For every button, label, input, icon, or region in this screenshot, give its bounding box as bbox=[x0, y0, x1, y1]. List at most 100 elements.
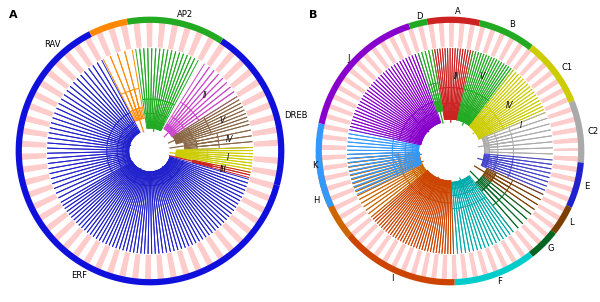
Polygon shape bbox=[473, 251, 484, 278]
Polygon shape bbox=[553, 157, 580, 164]
Polygon shape bbox=[554, 153, 580, 159]
Polygon shape bbox=[454, 21, 460, 47]
Polygon shape bbox=[173, 24, 185, 51]
Text: I: I bbox=[226, 153, 229, 162]
Polygon shape bbox=[554, 151, 580, 156]
Polygon shape bbox=[553, 155, 580, 162]
Polygon shape bbox=[533, 74, 557, 93]
Polygon shape bbox=[491, 31, 505, 57]
Polygon shape bbox=[156, 254, 164, 281]
Polygon shape bbox=[215, 50, 236, 73]
Polygon shape bbox=[528, 66, 551, 86]
Polygon shape bbox=[331, 191, 356, 207]
Polygon shape bbox=[370, 46, 389, 69]
Polygon shape bbox=[552, 165, 578, 174]
Polygon shape bbox=[362, 52, 383, 75]
Polygon shape bbox=[20, 147, 46, 154]
Polygon shape bbox=[549, 111, 575, 123]
Polygon shape bbox=[482, 28, 496, 54]
Polygon shape bbox=[133, 22, 142, 48]
Polygon shape bbox=[206, 42, 226, 67]
Text: V: V bbox=[219, 116, 224, 125]
Polygon shape bbox=[251, 120, 277, 131]
Polygon shape bbox=[101, 28, 116, 55]
Polygon shape bbox=[346, 214, 370, 233]
Text: IV: IV bbox=[226, 135, 234, 144]
Polygon shape bbox=[254, 146, 280, 152]
Polygon shape bbox=[177, 250, 190, 276]
Polygon shape bbox=[320, 150, 346, 155]
Polygon shape bbox=[374, 43, 393, 66]
Polygon shape bbox=[201, 239, 220, 264]
Polygon shape bbox=[553, 137, 580, 144]
Text: A: A bbox=[455, 7, 461, 16]
Polygon shape bbox=[464, 253, 473, 280]
Polygon shape bbox=[418, 24, 428, 50]
Polygon shape bbox=[42, 74, 67, 94]
Polygon shape bbox=[341, 76, 365, 94]
Polygon shape bbox=[426, 253, 435, 279]
Polygon shape bbox=[493, 244, 508, 269]
Polygon shape bbox=[250, 173, 277, 185]
Polygon shape bbox=[553, 164, 579, 172]
Polygon shape bbox=[244, 95, 270, 111]
Polygon shape bbox=[249, 177, 276, 190]
Polygon shape bbox=[22, 128, 48, 137]
Polygon shape bbox=[187, 246, 202, 272]
Polygon shape bbox=[320, 154, 346, 161]
Polygon shape bbox=[547, 106, 574, 119]
Polygon shape bbox=[107, 26, 121, 53]
Polygon shape bbox=[548, 180, 575, 193]
Polygon shape bbox=[132, 254, 140, 280]
Polygon shape bbox=[395, 245, 410, 271]
Polygon shape bbox=[27, 103, 53, 117]
Text: AP2: AP2 bbox=[176, 10, 193, 19]
Polygon shape bbox=[178, 26, 191, 53]
Polygon shape bbox=[106, 249, 120, 275]
Polygon shape bbox=[521, 224, 542, 246]
Polygon shape bbox=[46, 69, 70, 89]
Polygon shape bbox=[322, 167, 348, 176]
Polygon shape bbox=[226, 218, 249, 240]
Polygon shape bbox=[382, 239, 399, 264]
Polygon shape bbox=[32, 91, 58, 108]
Polygon shape bbox=[324, 175, 350, 187]
Polygon shape bbox=[323, 171, 349, 182]
Polygon shape bbox=[245, 187, 272, 202]
Polygon shape bbox=[253, 139, 280, 147]
Polygon shape bbox=[439, 21, 445, 48]
Polygon shape bbox=[152, 21, 159, 47]
Polygon shape bbox=[554, 143, 580, 149]
Text: II: II bbox=[203, 92, 208, 101]
Polygon shape bbox=[508, 235, 526, 259]
Polygon shape bbox=[336, 84, 361, 101]
Polygon shape bbox=[447, 255, 452, 281]
Polygon shape bbox=[545, 188, 571, 203]
Polygon shape bbox=[379, 40, 397, 64]
Text: DREB: DREB bbox=[284, 111, 307, 120]
Polygon shape bbox=[83, 240, 101, 265]
Polygon shape bbox=[29, 97, 56, 112]
Text: C1: C1 bbox=[561, 63, 572, 72]
Polygon shape bbox=[38, 203, 63, 221]
Polygon shape bbox=[442, 255, 448, 281]
Text: V: V bbox=[479, 72, 484, 81]
Polygon shape bbox=[188, 30, 203, 56]
Polygon shape bbox=[53, 220, 76, 242]
Polygon shape bbox=[497, 242, 513, 267]
Polygon shape bbox=[23, 115, 50, 127]
Polygon shape bbox=[183, 28, 197, 54]
Polygon shape bbox=[193, 33, 209, 59]
Text: II: II bbox=[454, 72, 459, 81]
Polygon shape bbox=[49, 216, 72, 237]
Polygon shape bbox=[392, 32, 408, 58]
Polygon shape bbox=[343, 210, 367, 229]
Polygon shape bbox=[397, 30, 412, 56]
Polygon shape bbox=[20, 158, 47, 167]
Polygon shape bbox=[211, 46, 231, 70]
Polygon shape bbox=[197, 35, 215, 61]
Polygon shape bbox=[229, 214, 253, 235]
Polygon shape bbox=[113, 250, 125, 277]
Polygon shape bbox=[553, 161, 579, 169]
Polygon shape bbox=[353, 220, 376, 241]
